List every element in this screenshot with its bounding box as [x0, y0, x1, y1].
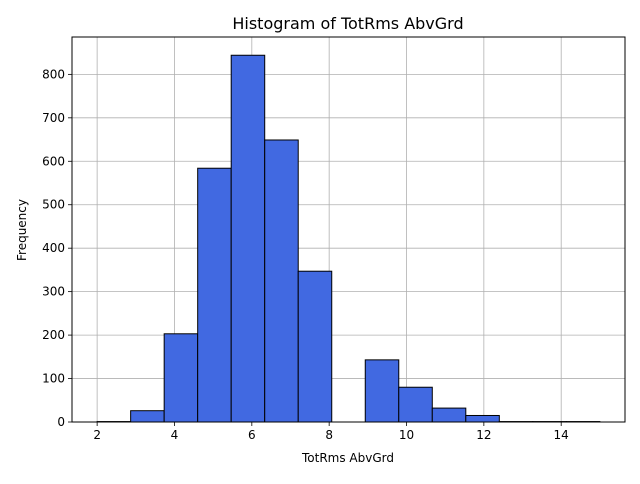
histogram-bar [265, 140, 299, 422]
histogram-bar [466, 415, 500, 422]
histogram-bar [432, 408, 466, 422]
y-axis-label: Frequency [15, 199, 29, 261]
x-tick-label: 2 [93, 428, 101, 442]
histogram-bar [399, 387, 433, 422]
x-tick-label: 12 [476, 428, 491, 442]
y-tick-label: 300 [42, 285, 65, 299]
x-tick-label: 10 [399, 428, 414, 442]
x-tick-label: 4 [171, 428, 179, 442]
x-axis-label: TotRms AbvGrd [301, 451, 394, 465]
y-tick-label: 400 [42, 241, 65, 255]
x-axis-ticks: 2 4 6 8 10 12 14 [93, 422, 569, 442]
histogram-bar [164, 334, 198, 422]
y-tick-label: 200 [42, 328, 65, 342]
y-tick-label: 800 [42, 67, 65, 81]
y-tick-label: 0 [57, 415, 65, 429]
grid-layer [72, 37, 625, 422]
histogram-bar [298, 271, 332, 422]
x-tick-label: 8 [325, 428, 333, 442]
y-tick-label: 100 [42, 372, 65, 386]
y-tick-label: 700 [42, 111, 65, 125]
histogram-bar [198, 168, 232, 422]
x-tick-label: 6 [248, 428, 256, 442]
y-tick-label: 600 [42, 154, 65, 168]
histogram-bar [231, 55, 265, 422]
bars-layer [97, 55, 600, 422]
histogram-bar [365, 360, 399, 422]
plot-frame [72, 37, 625, 422]
chart-title: Histogram of TotRms AbvGrd [232, 14, 463, 33]
y-tick-label: 500 [42, 198, 65, 212]
x-tick-label: 14 [554, 428, 569, 442]
histogram-bar [131, 411, 165, 422]
y-axis-ticks: 0 100 200 300 400 500 600 700 800 [42, 67, 72, 429]
